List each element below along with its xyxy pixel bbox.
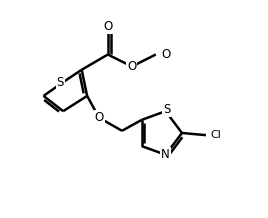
Text: S: S bbox=[163, 103, 170, 116]
Text: S: S bbox=[57, 76, 64, 89]
Text: O: O bbox=[162, 48, 171, 61]
Text: O: O bbox=[127, 60, 136, 73]
Text: O: O bbox=[103, 20, 113, 33]
Text: Cl: Cl bbox=[211, 130, 222, 140]
Text: O: O bbox=[95, 111, 104, 124]
Text: N: N bbox=[161, 148, 170, 161]
